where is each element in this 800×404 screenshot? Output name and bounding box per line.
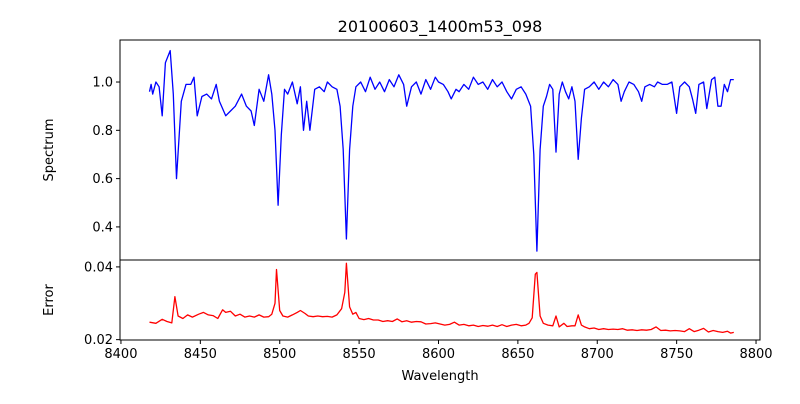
y-tick-label: 0.8 (92, 124, 113, 139)
x-tick-label: 8650 (501, 347, 534, 362)
axes-frame (119, 39, 761, 261)
x-tick-label: 8600 (422, 347, 455, 362)
axes-frame (119, 259, 761, 341)
error-ylabel: Error (42, 284, 57, 316)
x-tick-label: 8800 (739, 347, 772, 362)
x-tick-label: 8450 (184, 347, 217, 362)
x-tick-label: 8750 (660, 347, 693, 362)
error-series-line (149, 262, 734, 334)
x-axis-label: Wavelength (401, 369, 478, 384)
x-tick-label: 8500 (263, 347, 296, 362)
spectrum-axes: 0.4 0.6 0.8 1.0 (92, 39, 761, 261)
chart-title: 20100603_1400m53_098 (338, 17, 543, 37)
error-axes: 0.02 0.04 8400 8450 8500 8550 8600 8650 8700 8750… (84, 259, 773, 362)
x-tick-label: 8550 (343, 347, 376, 362)
y-tick-label: 0.6 (92, 172, 113, 187)
spectrum-series-line (148, 49, 734, 252)
y-tick-label: 0.4 (92, 220, 113, 235)
spectrum-ylabel: Spectrum (42, 119, 57, 182)
y-tick-label: 0.04 (84, 260, 113, 275)
y-tick-label: 0.02 (84, 333, 113, 348)
x-tick-label: 8700 (581, 347, 614, 362)
x-tick-label: 8400 (104, 347, 137, 362)
y-tick-label: 1.0 (92, 76, 113, 91)
